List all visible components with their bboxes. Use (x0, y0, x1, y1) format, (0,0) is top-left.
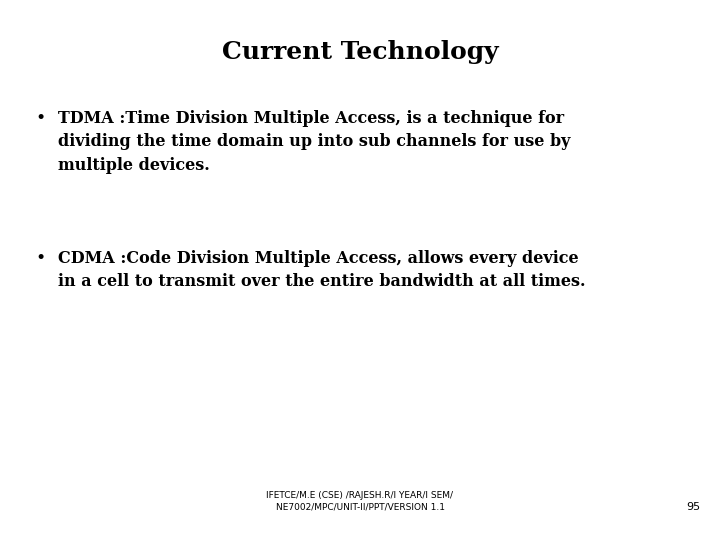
Text: TDMA :Time Division Multiple Access, is a technique for
dividing the time domain: TDMA :Time Division Multiple Access, is … (58, 110, 570, 174)
Text: IFETCE/M.E (CSE) /RAJESH.R/I YEAR/I SEM/
NE7002/MPC/UNIT-II/PPT/VERSION 1.1: IFETCE/M.E (CSE) /RAJESH.R/I YEAR/I SEM/… (266, 491, 454, 512)
Text: •: • (35, 110, 45, 127)
Text: CDMA :Code Division Multiple Access, allows every device
in a cell to transmit o: CDMA :Code Division Multiple Access, all… (58, 250, 585, 291)
Text: •: • (35, 250, 45, 267)
Text: 95: 95 (686, 502, 700, 512)
Text: Current Technology: Current Technology (222, 40, 498, 64)
